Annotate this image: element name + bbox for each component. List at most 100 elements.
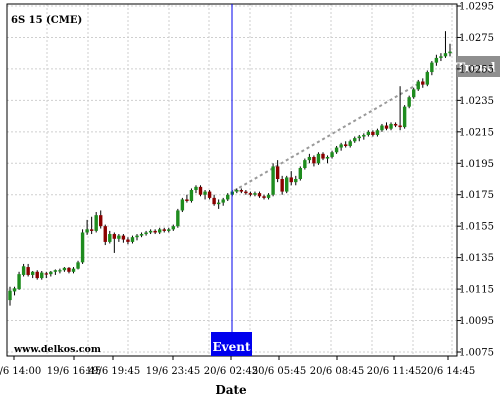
candle-up xyxy=(40,272,44,279)
candle-up xyxy=(416,81,420,90)
x-tick-label: 20/6 05:45 xyxy=(252,366,306,377)
chart-title: 6S 15 (CME) xyxy=(11,15,82,26)
candle-up xyxy=(148,230,153,233)
candle-down xyxy=(44,273,48,275)
event-badge-box xyxy=(211,332,252,356)
x-tick-label: 19/6 14:00 xyxy=(0,366,41,377)
candle-up xyxy=(157,229,162,233)
candle-up xyxy=(180,199,185,211)
y-tick-label: 1.0075 xyxy=(459,348,494,359)
candle-up xyxy=(353,138,357,142)
candle-down xyxy=(121,235,126,240)
y-tick-label: 1.0155 xyxy=(459,222,494,233)
candle-down xyxy=(126,239,130,242)
candle-down xyxy=(239,190,244,192)
candle-up xyxy=(189,190,194,202)
candle-up xyxy=(425,72,430,85)
candle-down xyxy=(257,193,262,197)
candle-up xyxy=(303,160,307,168)
candle-down xyxy=(185,199,189,202)
candle-down xyxy=(207,191,212,198)
candle-down xyxy=(99,215,103,227)
candle-up xyxy=(221,199,225,203)
candle-down xyxy=(321,153,325,159)
y-tick-label: 1.0215 xyxy=(459,127,494,138)
candle-down xyxy=(244,191,248,194)
candle-up xyxy=(380,125,384,131)
candle-up xyxy=(430,62,434,73)
candle-down xyxy=(312,156,316,164)
candle-up xyxy=(171,226,175,230)
candle-up xyxy=(448,51,452,54)
candle-up xyxy=(226,194,230,200)
y-tick-label: 1.0295 xyxy=(459,2,494,13)
candle-up xyxy=(53,270,58,272)
candle-up xyxy=(294,179,298,183)
candle-down xyxy=(248,193,253,195)
candle-up xyxy=(130,237,135,242)
candle-up xyxy=(80,232,85,263)
candle-up xyxy=(12,288,17,292)
candle-down xyxy=(343,144,348,146)
candle-down xyxy=(112,234,117,239)
candle-up xyxy=(17,274,21,290)
trend-badge: Trend xyxy=(456,56,500,77)
candle-down xyxy=(212,197,216,205)
candle-up xyxy=(76,262,80,269)
y-tick-label: 1.0195 xyxy=(459,159,494,170)
candle-up xyxy=(94,215,98,231)
candle-up xyxy=(235,190,239,192)
x-tick-label: 19/6 19:45 xyxy=(86,366,140,377)
candle-up xyxy=(176,210,180,227)
candles xyxy=(8,31,452,306)
candle-up xyxy=(375,130,380,135)
candle-up xyxy=(71,268,76,272)
watermark-text: www.delkos.com xyxy=(13,344,101,355)
candle-up xyxy=(8,290,12,301)
candle-up xyxy=(144,232,148,235)
candle-up xyxy=(285,177,289,192)
candle-up xyxy=(357,136,361,139)
y-tick-label: 1.0135 xyxy=(459,253,494,264)
candle-down xyxy=(35,271,39,279)
candle-up xyxy=(266,194,271,198)
candle-down xyxy=(103,226,107,242)
candle-up xyxy=(117,235,121,239)
y-axis: 1.0295 1.0275 1.0255 1.0235 1.0215 1.0195 1.01… xyxy=(457,2,494,359)
candle-up xyxy=(135,235,139,238)
candle-up xyxy=(216,202,221,205)
candle-down xyxy=(384,125,389,129)
candle-up xyxy=(389,123,393,129)
candle-up xyxy=(58,270,62,272)
trend-badge-label: Trend xyxy=(456,61,496,75)
candle-up xyxy=(407,97,411,107)
candle-up xyxy=(85,229,89,233)
candle-up xyxy=(325,156,330,159)
candle-up xyxy=(348,141,352,146)
candle-down xyxy=(26,267,30,275)
candle-up xyxy=(412,89,416,98)
candle-up xyxy=(21,266,26,275)
candle-down xyxy=(198,186,203,195)
x-tick-label: 20/6 02:45 xyxy=(204,366,258,377)
event-badge-label: Event xyxy=(212,340,250,354)
candle-up xyxy=(108,234,112,242)
candle-down xyxy=(393,123,398,126)
y-tick-label: 1.0235 xyxy=(459,96,494,107)
x-tick-label: 20/6 11:45 xyxy=(367,366,421,377)
candle-up xyxy=(330,152,334,157)
candle-down xyxy=(67,267,71,272)
x-tick-label: 19/6 16:45 xyxy=(47,366,101,377)
candle-up xyxy=(366,131,371,135)
y-tick-label: 1.0275 xyxy=(459,33,494,44)
candle-up xyxy=(434,57,439,63)
candle-up xyxy=(443,53,448,57)
y-tick-label: 1.0255 xyxy=(459,64,494,75)
candle-down xyxy=(89,229,94,231)
candle-up xyxy=(271,166,275,195)
x-axis-label: Date xyxy=(215,383,247,397)
candle-up xyxy=(49,271,53,275)
candle-up xyxy=(30,271,35,275)
candle-up xyxy=(439,56,443,58)
